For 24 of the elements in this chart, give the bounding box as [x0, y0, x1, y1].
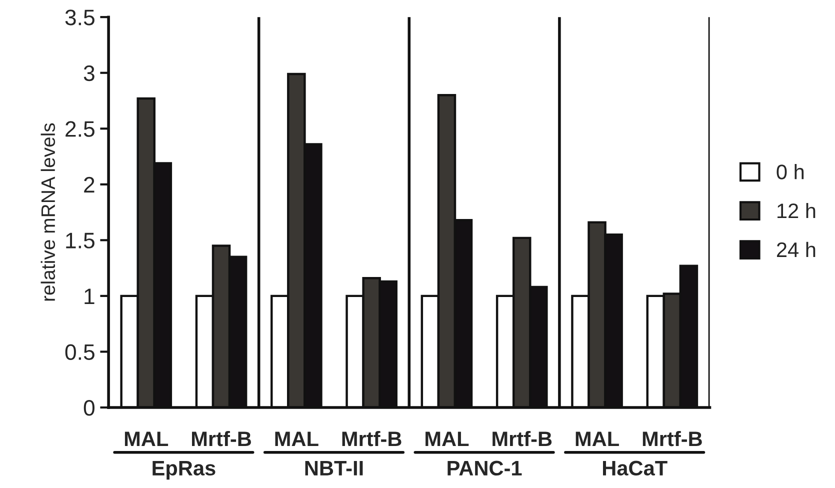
y-tick-label: 3.5 — [65, 10, 94, 26]
x-tick-label: Mrtf-B — [642, 430, 702, 446]
y-tick-label: 0.5 — [65, 344, 94, 360]
x-tick-label: Mrtf-B — [192, 430, 251, 446]
y-tick-label: 1.5 — [66, 232, 94, 248]
legend-label: 24 h — [776, 242, 816, 257]
y-tick-label: 3 — [84, 65, 94, 82]
x-tick-label: MAL — [124, 432, 168, 446]
y-axis-title: relative mRNA levels — [40, 123, 56, 301]
x-tick-label: MAL — [426, 432, 469, 446]
y-tick-label: 2.5 — [66, 121, 94, 137]
x-tick-label: Mrtf-B — [492, 430, 552, 446]
y-tick-label: 0 — [84, 400, 94, 416]
y-tick-label: 2 — [84, 176, 94, 192]
x-tick-label: Mrtf-B — [342, 430, 402, 446]
text: PANC-1 — [448, 460, 522, 476]
text: NBT-II — [305, 461, 363, 476]
x-tick-label: MAL — [576, 432, 619, 446]
legend-label: 0 h — [776, 164, 804, 180]
text: EpRas — [152, 461, 216, 480]
legend-label: 12 h — [778, 202, 816, 218]
y-tick-label: 1 — [84, 288, 94, 304]
text: HaCaT — [603, 460, 668, 476]
x-tick-label: MAL — [275, 432, 318, 446]
